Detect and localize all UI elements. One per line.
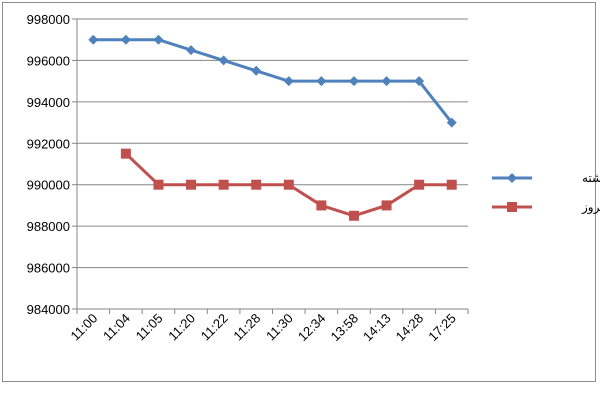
data-point (186, 179, 197, 190)
data-point (120, 148, 131, 159)
legend-entry-1: روز گذشته (492, 171, 600, 186)
data-point (186, 45, 197, 56)
data-point (446, 117, 457, 128)
data-point (316, 76, 327, 87)
legend-marker (507, 202, 517, 212)
x-tick-label: 14:13 (360, 311, 394, 345)
y-tick-label: 992000 (27, 136, 70, 151)
y-axis-tick-labels: 984000 986000 988000 990000 992000 994000 9960… (27, 12, 70, 317)
x-tick-label: 11:05 (133, 311, 166, 344)
y-tick-label: 986000 (27, 261, 70, 276)
y-tick-label: 988000 (27, 219, 70, 234)
x-tick-label: 14:28 (393, 311, 427, 345)
y-tick-label: 996000 (27, 53, 70, 68)
gridlines (77, 18, 468, 269)
data-point (348, 210, 359, 221)
legend-label: روز گذشته (582, 171, 600, 186)
data-point (218, 55, 229, 66)
series-1 (88, 34, 457, 128)
legend-label: امروز (581, 200, 600, 215)
x-tick-label: 11:22 (198, 311, 231, 344)
data-point (120, 34, 131, 45)
x-tick-label: 13:58 (327, 311, 361, 345)
y-tick-label: 990000 (27, 178, 70, 193)
legend: روز گذشته امروز (492, 171, 600, 215)
axes (72, 18, 469, 314)
data-point (414, 179, 425, 190)
y-tick-label: 984000 (27, 302, 70, 317)
x-tick-label: 11:30 (263, 311, 296, 344)
data-point (446, 179, 457, 190)
data-point (251, 179, 262, 190)
series-line (93, 38, 453, 124)
data-point (414, 76, 425, 87)
data-point (283, 179, 294, 190)
y-tick-label: 994000 (27, 95, 70, 110)
data-point (218, 179, 229, 190)
data-point (316, 200, 327, 211)
series (88, 34, 457, 221)
x-tick-label: 11:20 (165, 311, 198, 344)
data-point (153, 179, 164, 190)
data-point (348, 76, 359, 87)
legend-marker (507, 173, 517, 183)
x-tick-label: 11:28 (230, 311, 263, 344)
x-axis-tick-labels: 11:00 11:04 11:05 11:20 11:22 11:28 11:3012:34… (67, 311, 458, 345)
y-tick-label: 998000 (27, 12, 70, 27)
x-tick-label: 11:04 (100, 311, 133, 344)
series-2 (120, 148, 457, 221)
data-point (251, 65, 262, 76)
x-tick-label: 11:00 (67, 311, 100, 344)
data-point (88, 34, 99, 45)
data-point (153, 34, 164, 45)
legend-entry-2: امروز (492, 200, 600, 215)
data-point (381, 200, 392, 211)
x-tick-label: 17:25 (425, 311, 459, 345)
x-tick-label: 12:34 (295, 311, 329, 345)
data-point (381, 76, 392, 87)
data-point (283, 76, 294, 87)
